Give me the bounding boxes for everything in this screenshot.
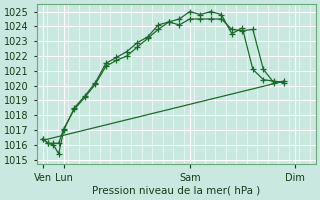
X-axis label: Pression niveau de la mer( hPa ): Pression niveau de la mer( hPa ) (92, 186, 260, 196)
